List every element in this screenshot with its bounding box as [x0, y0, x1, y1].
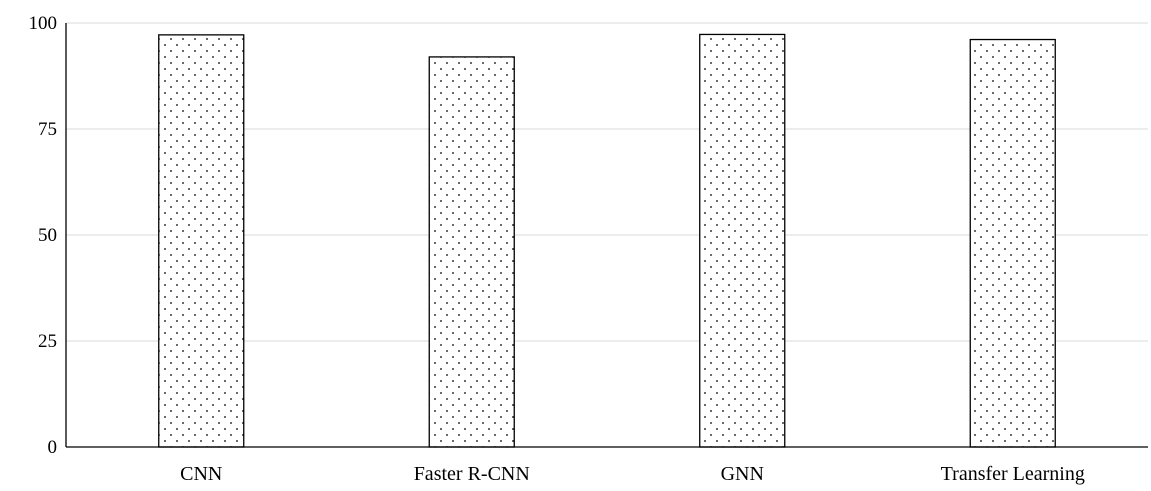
x-tick-label-transfer-learning: Transfer Learning: [941, 463, 1085, 485]
gridlines: [66, 22, 1148, 342]
axes: [65, 23, 1148, 448]
bar-faster-r-cnn: [428, 56, 515, 448]
y-tick-label-25: 25: [38, 331, 57, 352]
x-tick-labels: CNN Faster R-CNN GNN Transfer Learning: [180, 463, 1085, 485]
bars: [158, 33, 1056, 448]
y-tick-label-0: 0: [48, 437, 58, 458]
x-tick-label-faster-r-cnn: Faster R-CNN: [414, 463, 530, 485]
bar-transfer-learning: [969, 38, 1056, 448]
x-tick-label-cnn: CNN: [180, 463, 222, 485]
y-tick-label-75: 75: [38, 119, 57, 140]
bar-gnn: [699, 33, 786, 448]
y-tick-label-100: 100: [29, 13, 58, 34]
y-tick-labels: 0 25 50 75 100: [29, 13, 58, 458]
bar-cnn: [158, 34, 245, 448]
x-tick-label-gnn: GNN: [721, 463, 764, 485]
y-tick-label-50: 50: [38, 225, 57, 246]
